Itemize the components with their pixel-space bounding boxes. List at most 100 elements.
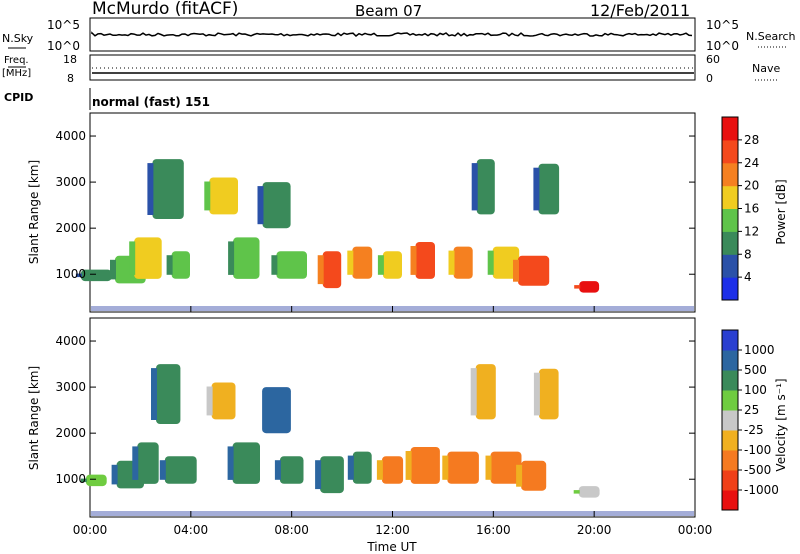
x-tick-label: 08:00 bbox=[274, 523, 309, 537]
echo-region-edge bbox=[573, 490, 580, 494]
colorbar-swatch bbox=[722, 277, 738, 301]
nsky-tick-top-right: 10^5 bbox=[706, 18, 739, 32]
echo-region bbox=[476, 159, 495, 215]
echo-region bbox=[279, 456, 304, 484]
colorbar-tick-label: 100 bbox=[744, 383, 767, 397]
velocity-frame bbox=[89, 317, 696, 518]
colorbar-tick-label: -25 bbox=[744, 423, 764, 437]
echo-region bbox=[320, 456, 344, 494]
station-title: McMurdo (fitACF) bbox=[92, 0, 238, 19]
colorbar-swatch bbox=[722, 139, 738, 164]
echo-region bbox=[276, 251, 307, 279]
echo-region-edge bbox=[204, 181, 211, 211]
freq-tick-bottom: 8 bbox=[67, 72, 74, 85]
colorbar-swatch bbox=[722, 208, 738, 232]
echo-region-edge bbox=[405, 451, 412, 480]
nsky-tick-bottom-left: 10^0 bbox=[47, 39, 80, 53]
echo-region bbox=[209, 177, 238, 215]
nsearch-label: N.Search bbox=[746, 30, 796, 43]
beam-title: Beam 07 bbox=[355, 2, 422, 20]
echo-region bbox=[538, 163, 560, 215]
echo-region-edge bbox=[75, 273, 82, 278]
colorbar-swatch bbox=[722, 410, 738, 431]
echo-region-edge bbox=[442, 455, 449, 480]
echo-region bbox=[415, 242, 435, 279]
echo-region-edge bbox=[111, 464, 118, 485]
echo-region-edge bbox=[470, 368, 477, 416]
echo-region-edge bbox=[159, 460, 166, 480]
echo-region-edge bbox=[533, 372, 540, 416]
echo-region bbox=[410, 447, 440, 484]
echo-region-edge bbox=[151, 368, 157, 420]
colorbar-frame bbox=[721, 329, 739, 511]
colorbar-tick-label: 1000 bbox=[744, 343, 775, 357]
freq-panel bbox=[89, 54, 696, 81]
velocity-panel: 1000 2000 3000 4000 00:00 04:00 08:00 12:00 16:0… bbox=[55, 317, 713, 537]
y-tick-label: 2000 bbox=[55, 426, 86, 440]
echo-region-edge bbox=[147, 163, 154, 215]
colorbar-tick-label: 8 bbox=[744, 247, 752, 261]
nsky-line bbox=[91, 31, 693, 37]
y-tick-label: 4000 bbox=[55, 334, 86, 348]
echo-region-edge bbox=[347, 455, 354, 480]
echo-region bbox=[233, 237, 260, 279]
echo-region bbox=[171, 251, 190, 279]
echo-region-edge bbox=[410, 246, 417, 275]
colorbar-tick-label: 24 bbox=[744, 156, 759, 170]
colorbar-swatch bbox=[722, 470, 738, 491]
y-tick-label: 1000 bbox=[55, 472, 86, 486]
y-tick-label: 1000 bbox=[55, 267, 86, 281]
echo-region bbox=[381, 456, 404, 484]
colorbar-tick-label: 4 bbox=[744, 270, 752, 284]
echo-region-edge bbox=[80, 478, 87, 483]
echo-region bbox=[211, 382, 236, 420]
power-colorbar: 4 8 12 16 20 24 28 bbox=[721, 116, 759, 301]
echo-region-edge bbox=[317, 255, 324, 285]
colorbar-tick-label: 500 bbox=[744, 363, 767, 377]
colorbar-tick-label: -1000 bbox=[744, 483, 779, 497]
cpid-value: normal (fast) 151 bbox=[92, 95, 210, 109]
cpid-label: CPID bbox=[4, 91, 33, 104]
colorbar-tick-label: 28 bbox=[744, 133, 759, 147]
power-panel: 1000 2000 3000 4000 bbox=[55, 112, 696, 313]
echo-region bbox=[578, 486, 600, 498]
colorbar-swatch bbox=[722, 117, 738, 141]
echo-region-edge bbox=[513, 259, 519, 282]
colorbar-tick-label: -100 bbox=[744, 443, 771, 457]
echo-region-edge bbox=[315, 460, 322, 490]
x-axis-label: Time UT bbox=[366, 540, 417, 554]
freq-tick-top: 18 bbox=[63, 53, 77, 66]
echo-region bbox=[521, 460, 547, 491]
x-tick-label: 00:00 bbox=[678, 523, 713, 537]
echo-region bbox=[475, 364, 496, 420]
echo-region-edge bbox=[347, 250, 354, 275]
echo-region-edge bbox=[448, 250, 455, 275]
colorbar-swatch bbox=[722, 185, 738, 209]
echo-region-edge bbox=[227, 446, 234, 480]
date-title: 12/Feb/2011 bbox=[590, 1, 690, 20]
x-tick-label: 20:00 bbox=[577, 523, 612, 537]
colorbar-tick-label: 25 bbox=[744, 403, 759, 417]
colorbar-swatch bbox=[722, 490, 738, 511]
echo-region-edge bbox=[533, 167, 540, 211]
colorbar-swatch bbox=[722, 390, 738, 411]
echo-region-edge bbox=[487, 250, 494, 275]
nsky-trace bbox=[91, 31, 693, 37]
echo-region bbox=[492, 246, 520, 279]
echo-region-edge bbox=[129, 241, 136, 275]
echo-region bbox=[538, 368, 559, 420]
echo-region-edge bbox=[574, 285, 581, 289]
velocity-colorbar-label: Velocity [m s⁻¹] bbox=[774, 378, 788, 471]
echo-region-edge bbox=[274, 460, 281, 480]
y-tick-label: 4000 bbox=[55, 129, 86, 143]
velocity-ylabel: Slant Range [km] bbox=[27, 366, 41, 470]
echo-region-edge bbox=[377, 255, 384, 275]
echo-region bbox=[322, 251, 342, 289]
colorbar-swatch bbox=[722, 330, 738, 351]
echo-region-edge bbox=[271, 255, 278, 275]
echo-region bbox=[164, 456, 197, 484]
echo-region-edge bbox=[516, 464, 523, 487]
x-tick-label: 00:00 bbox=[73, 523, 108, 537]
nave-tick-top: 60 bbox=[706, 53, 720, 66]
